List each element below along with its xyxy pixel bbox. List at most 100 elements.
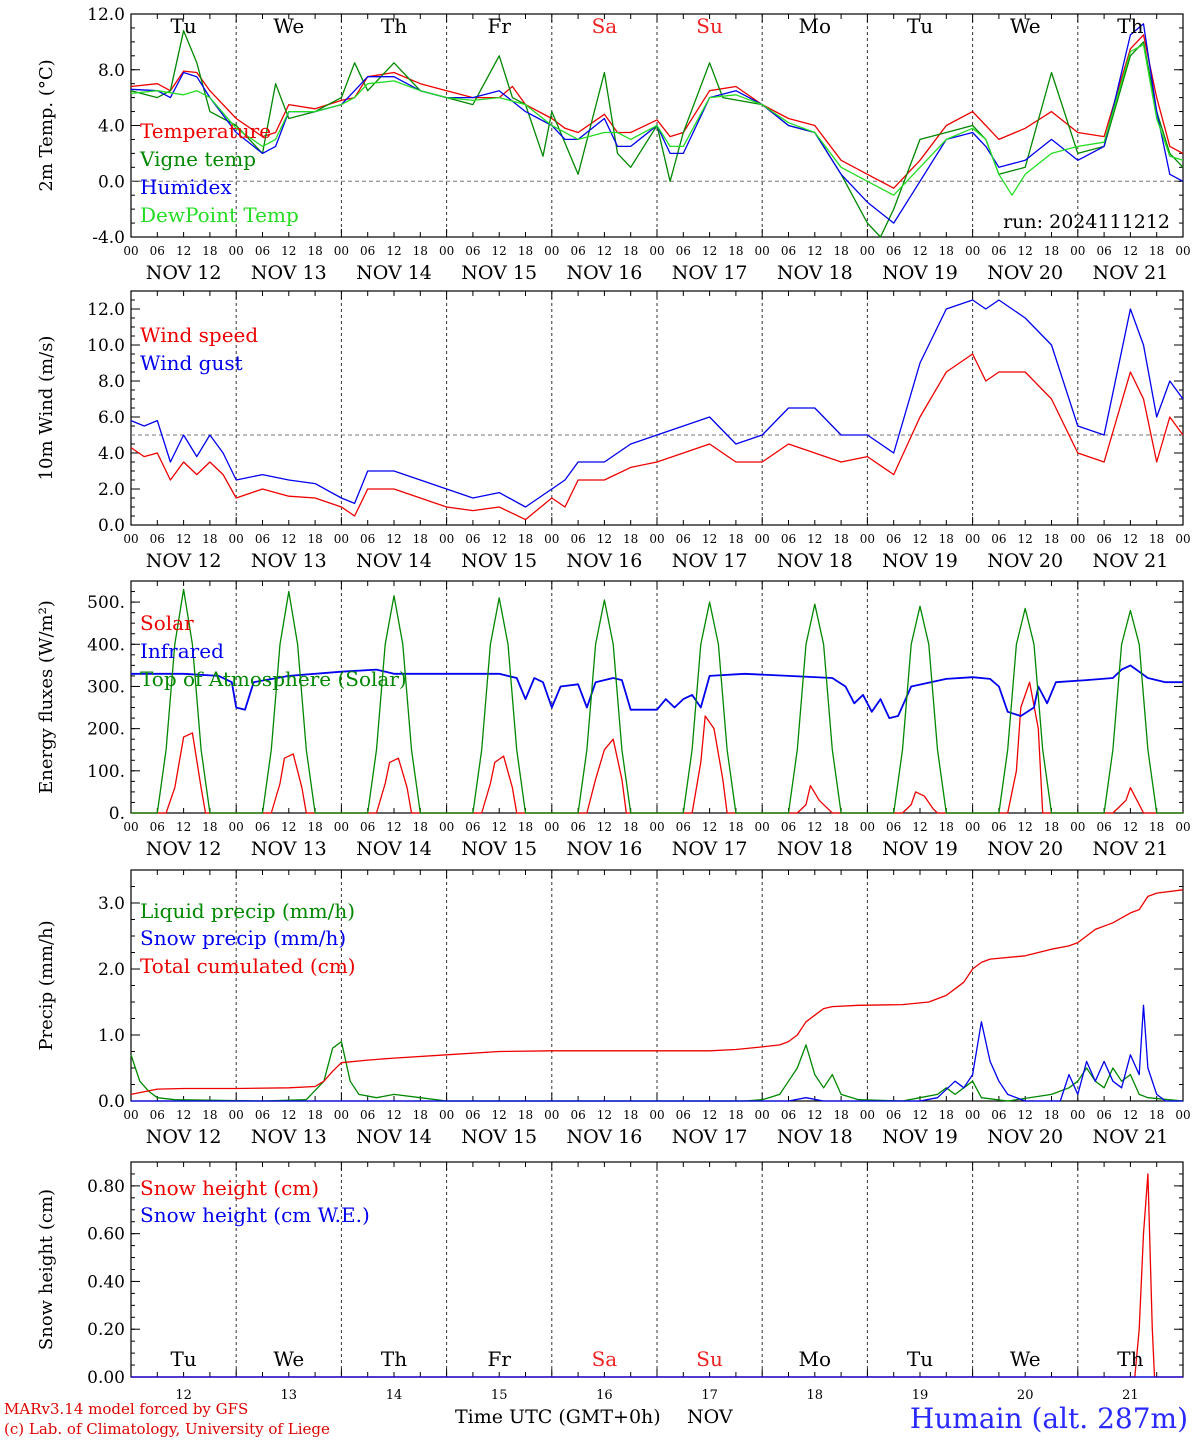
- x-hour-label: 12: [176, 820, 191, 834]
- series-line-blue: [130, 299, 1184, 508]
- x-date-label: NOV 13: [251, 838, 327, 860]
- x-hour-label: 00: [439, 244, 454, 258]
- y-tick-label: 4.0: [98, 444, 125, 464]
- x-hour-label: 12: [702, 1108, 717, 1122]
- legend-entry: Solar: [140, 611, 194, 635]
- x-hour-label: 18: [202, 244, 217, 258]
- x-date-label: NOV 17: [672, 838, 748, 860]
- series-line-green: [131, 588, 1183, 814]
- x-date-label: NOV 15: [461, 838, 537, 860]
- x-hour-label: 06: [886, 820, 901, 834]
- chart-panel-3: 00 06 12 18 00 06 12 18 00 06 12 18 00 06 12 18 00 06 12 18…: [36, 580, 1191, 860]
- x-hour-label: 00: [229, 1108, 244, 1122]
- x-hour-label: 12: [597, 244, 612, 258]
- x-hour-label: 00: [965, 1108, 980, 1122]
- x-hour-label: 06: [1096, 1108, 1111, 1122]
- x-hour-label: 00: [649, 1108, 664, 1122]
- x-hour-label: 06: [781, 244, 796, 258]
- model-credit: MARv3.14 model forced by GFS: [4, 1400, 249, 1418]
- y-tick-label: 4.0: [98, 117, 125, 137]
- day-number-label: 15: [491, 1388, 508, 1403]
- x-hour-label: 12: [386, 532, 401, 546]
- x-hour-label: 06: [465, 244, 480, 258]
- x-hour-label: 06: [570, 820, 585, 834]
- x-hour-label: 12: [912, 532, 927, 546]
- x-hour-label: 00: [649, 244, 664, 258]
- legend-entry: Temperature: [140, 119, 271, 143]
- x-hour-label: 00: [334, 532, 349, 546]
- x-date-label: NOV 19: [882, 550, 958, 572]
- x-hour-label: 18: [939, 244, 954, 258]
- y-tick-label: 400.: [87, 635, 125, 655]
- x-hour-label: 00: [965, 820, 980, 834]
- x-date-label: NOV 21: [1092, 262, 1168, 284]
- x-date-label: NOV 19: [882, 262, 958, 284]
- y-tick-label: 200.: [87, 720, 125, 740]
- x-hour-label: 00: [229, 820, 244, 834]
- x-hour-label: 06: [676, 820, 691, 834]
- x-date-label: NOV 18: [777, 262, 853, 284]
- x-date-label: NOV 20: [987, 262, 1063, 284]
- series-line-red: [131, 1173, 1183, 1378]
- x-hour-label: 12: [281, 532, 296, 546]
- y-tick-label: 0.80: [87, 1177, 125, 1197]
- x-hour-label: 06: [781, 1108, 796, 1122]
- x-hour-label: 12: [1123, 532, 1138, 546]
- x-hour-label: 00: [123, 532, 138, 546]
- x-hour-label: 18: [1044, 532, 1059, 546]
- x-hour-label: 18: [833, 820, 848, 834]
- x-date-label: NOV 16: [566, 838, 642, 860]
- day-number-label: 14: [386, 1388, 403, 1403]
- x-hour-label: 12: [386, 1108, 401, 1122]
- x-hour-label: 06: [1096, 820, 1111, 834]
- x-hour-label: 06: [570, 1108, 585, 1122]
- x-date-label: NOV 14: [356, 1126, 432, 1148]
- x-hour-label: 18: [1149, 244, 1164, 258]
- x-date-label: NOV 21: [1092, 838, 1168, 860]
- x-hour-label: 00: [544, 532, 559, 546]
- x-hour-label: 12: [807, 244, 822, 258]
- x-hour-label: 18: [728, 820, 743, 834]
- x-hour-label: 00: [439, 532, 454, 546]
- x-hour-label: 00: [649, 820, 664, 834]
- x-hour-label: 18: [518, 244, 533, 258]
- y-tick-label: 0.: [109, 804, 125, 824]
- weekday-label: We: [1010, 1347, 1041, 1371]
- x-hour-label: 00: [860, 244, 875, 258]
- x-hour-label: 12: [1123, 820, 1138, 834]
- x-hour-label: 18: [413, 244, 428, 258]
- x-hour-label: 12: [492, 1108, 507, 1122]
- x-hour-label: 12: [1123, 244, 1138, 258]
- x-hour-label: 06: [255, 1108, 270, 1122]
- x-hour-label: 12: [702, 820, 717, 834]
- x-hour-label: 00: [1175, 244, 1190, 258]
- x-hour-label: 06: [150, 820, 165, 834]
- x-date-label: NOV 18: [777, 550, 853, 572]
- weekday-label: Tu: [907, 14, 933, 38]
- legend-entry: Snow height (cm): [140, 1176, 319, 1200]
- day-number-label: 20: [1017, 1388, 1034, 1403]
- y-tick-label: -4.0: [92, 228, 125, 248]
- x-hour-label: 06: [150, 244, 165, 258]
- day-number-label: 21: [1122, 1388, 1139, 1403]
- x-date-label: NOV 17: [672, 262, 748, 284]
- x-hour-label: 00: [1070, 532, 1085, 546]
- x-hour-label: 18: [1149, 532, 1164, 546]
- x-date-label: NOV 15: [461, 550, 537, 572]
- series-line-red: [130, 353, 1184, 521]
- y-tick-label: 8.0: [98, 61, 125, 81]
- x-hour-label: 12: [492, 532, 507, 546]
- weekday-label: Su: [696, 1347, 723, 1371]
- x-hour-label: 00: [860, 820, 875, 834]
- x-hour-label: 00: [229, 244, 244, 258]
- run-label: run: 2024111212: [1003, 211, 1170, 233]
- x-hour-label: 18: [623, 532, 638, 546]
- x-hour-label: 00: [755, 1108, 770, 1122]
- day-number-label: 16: [596, 1388, 613, 1403]
- y-tick-label: 0.00: [87, 1368, 125, 1388]
- x-hour-label: 12: [597, 1108, 612, 1122]
- x-hour-label: 06: [150, 532, 165, 546]
- legend-entry: Infrared: [140, 639, 224, 663]
- legend-entry: Vigne temp: [139, 147, 256, 171]
- y-tick-label: 10.0: [87, 336, 125, 356]
